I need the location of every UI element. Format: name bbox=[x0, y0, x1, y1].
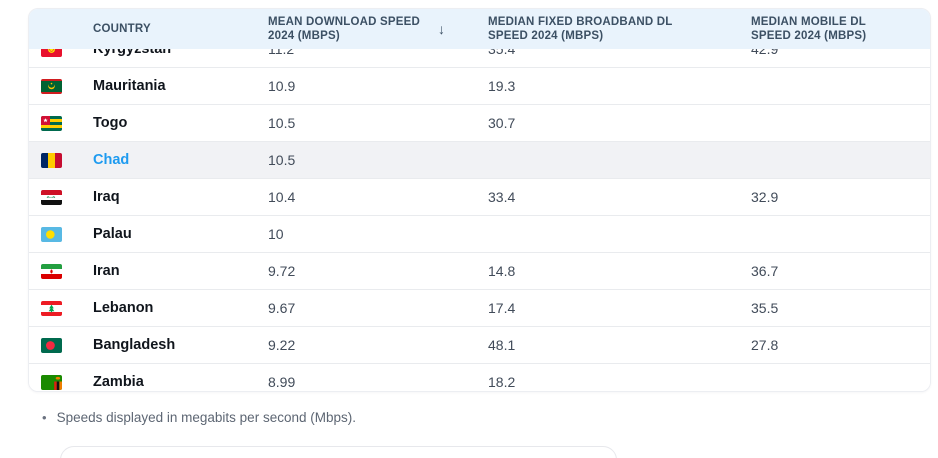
column-header-median-mobile-label: MEDIAN MOBILE DL SPEED 2024 (MBPS) bbox=[751, 16, 867, 42]
flag-iran-icon bbox=[41, 263, 62, 279]
country-cell: Bangladesh bbox=[29, 337, 268, 353]
table-row[interactable]: Lebanon 9.67 17.4 35.5 bbox=[29, 290, 930, 327]
table-row[interactable]: Palau 10 bbox=[29, 216, 930, 253]
median-mobile-value: 35.5 bbox=[751, 300, 779, 316]
country-cell: Togo bbox=[29, 115, 268, 131]
flag-palau-icon bbox=[41, 226, 62, 242]
table-row[interactable]: Chad 10.5 bbox=[29, 142, 930, 179]
table-row[interactable]: Zambia 8.99 18.2 bbox=[29, 364, 930, 391]
country-name[interactable]: Chad bbox=[93, 152, 130, 168]
flag-chad-icon bbox=[41, 152, 62, 168]
mean-download-value: 8.99 bbox=[268, 374, 296, 390]
column-header-mean-download[interactable]: MEAN DOWNLOAD SPEED 2024 (MBPS) ↓ bbox=[268, 15, 488, 43]
flag-bangladesh-icon bbox=[41, 337, 62, 353]
median-mobile-value: 32.9 bbox=[751, 189, 779, 205]
mean-download-value: 10 bbox=[268, 226, 284, 242]
table-row[interactable]: Iraq 10.4 33.4 32.9 bbox=[29, 179, 930, 216]
mean-download-value: 10.9 bbox=[268, 78, 296, 94]
median-fixed-value: 48.1 bbox=[488, 337, 516, 353]
mean-download-value: 9.72 bbox=[268, 263, 296, 279]
column-header-country-label: COUNTRY bbox=[93, 23, 151, 35]
country-name[interactable]: Mauritania bbox=[93, 78, 166, 94]
column-header-mean-download-label: MEAN DOWNLOAD SPEED 2024 (MBPS) bbox=[268, 16, 421, 42]
median-fixed-value: 18.2 bbox=[488, 374, 516, 390]
mean-download-value: 9.67 bbox=[268, 300, 296, 316]
flag-togo-icon bbox=[41, 115, 62, 131]
mean-download-value: 9.22 bbox=[268, 337, 296, 353]
country-cell: Zambia bbox=[29, 374, 268, 390]
units-note: Speeds displayed in megabits per second … bbox=[42, 409, 356, 427]
table-row[interactable]: Iran 9.72 14.8 36.7 bbox=[29, 253, 930, 290]
mean-download-value: 10.5 bbox=[268, 152, 296, 168]
mean-download-value: 10.5 bbox=[268, 115, 296, 131]
flag-zambia-icon bbox=[41, 374, 62, 390]
country-name[interactable]: Bangladesh bbox=[93, 337, 176, 353]
mean-download-value: 10.4 bbox=[268, 189, 296, 205]
column-header-median-mobile[interactable]: MEDIAN MOBILE DL SPEED 2024 (MBPS) bbox=[751, 15, 930, 43]
flag-lebanon-icon bbox=[41, 300, 62, 316]
median-mobile-value: 36.7 bbox=[751, 263, 779, 279]
footnotes: Speeds displayed in megabits per second … bbox=[42, 409, 356, 427]
median-fixed-value: 30.7 bbox=[488, 115, 516, 131]
country-cell: Iran bbox=[29, 263, 268, 279]
country-cell: Palau bbox=[29, 226, 268, 242]
column-header-median-fixed-label: MEDIAN FIXED BROADBAND DL SPEED 2024 (MB… bbox=[488, 16, 673, 42]
sort-descending-icon[interactable]: ↓ bbox=[438, 21, 446, 37]
median-fixed-value: 17.4 bbox=[488, 300, 516, 316]
country-cell: Mauritania bbox=[29, 78, 268, 94]
column-header-median-fixed[interactable]: MEDIAN FIXED BROADBAND DL SPEED 2024 (MB… bbox=[488, 15, 751, 43]
country-name[interactable]: Togo bbox=[93, 115, 128, 131]
country-cell: Lebanon bbox=[29, 300, 268, 316]
country-name[interactable]: Iraq bbox=[93, 189, 120, 205]
flag-iraq-icon bbox=[41, 189, 62, 205]
country-cell: Iraq bbox=[29, 189, 268, 205]
median-mobile-value: 27.8 bbox=[751, 337, 779, 353]
median-fixed-value: 33.4 bbox=[488, 189, 516, 205]
country-name[interactable]: Lebanon bbox=[93, 300, 154, 316]
table-row[interactable]: Togo 10.5 30.7 bbox=[29, 105, 930, 142]
median-fixed-value: 19.3 bbox=[488, 78, 516, 94]
country-name[interactable]: Zambia bbox=[93, 374, 144, 390]
table-header: COUNTRY MEAN DOWNLOAD SPEED 2024 (MBPS) … bbox=[29, 9, 930, 49]
table-row[interactable]: Mauritania 10.9 19.3 bbox=[29, 68, 930, 105]
country-name[interactable]: Palau bbox=[93, 226, 132, 242]
speed-table: COUNTRY MEAN DOWNLOAD SPEED 2024 (MBPS) … bbox=[28, 8, 931, 392]
bottom-panel bbox=[60, 446, 617, 458]
table-row[interactable]: Bangladesh 9.22 48.1 27.8 bbox=[29, 327, 930, 364]
country-name[interactable]: Iran bbox=[93, 263, 120, 279]
country-cell: Chad bbox=[29, 152, 268, 168]
column-header-country[interactable]: COUNTRY bbox=[29, 22, 268, 36]
flag-mauritania-icon bbox=[41, 78, 62, 94]
median-fixed-value: 14.8 bbox=[488, 263, 516, 279]
table-body: Kyrgyzstan 11.2 35.4 42.9 Mauritania 10.… bbox=[29, 31, 930, 391]
